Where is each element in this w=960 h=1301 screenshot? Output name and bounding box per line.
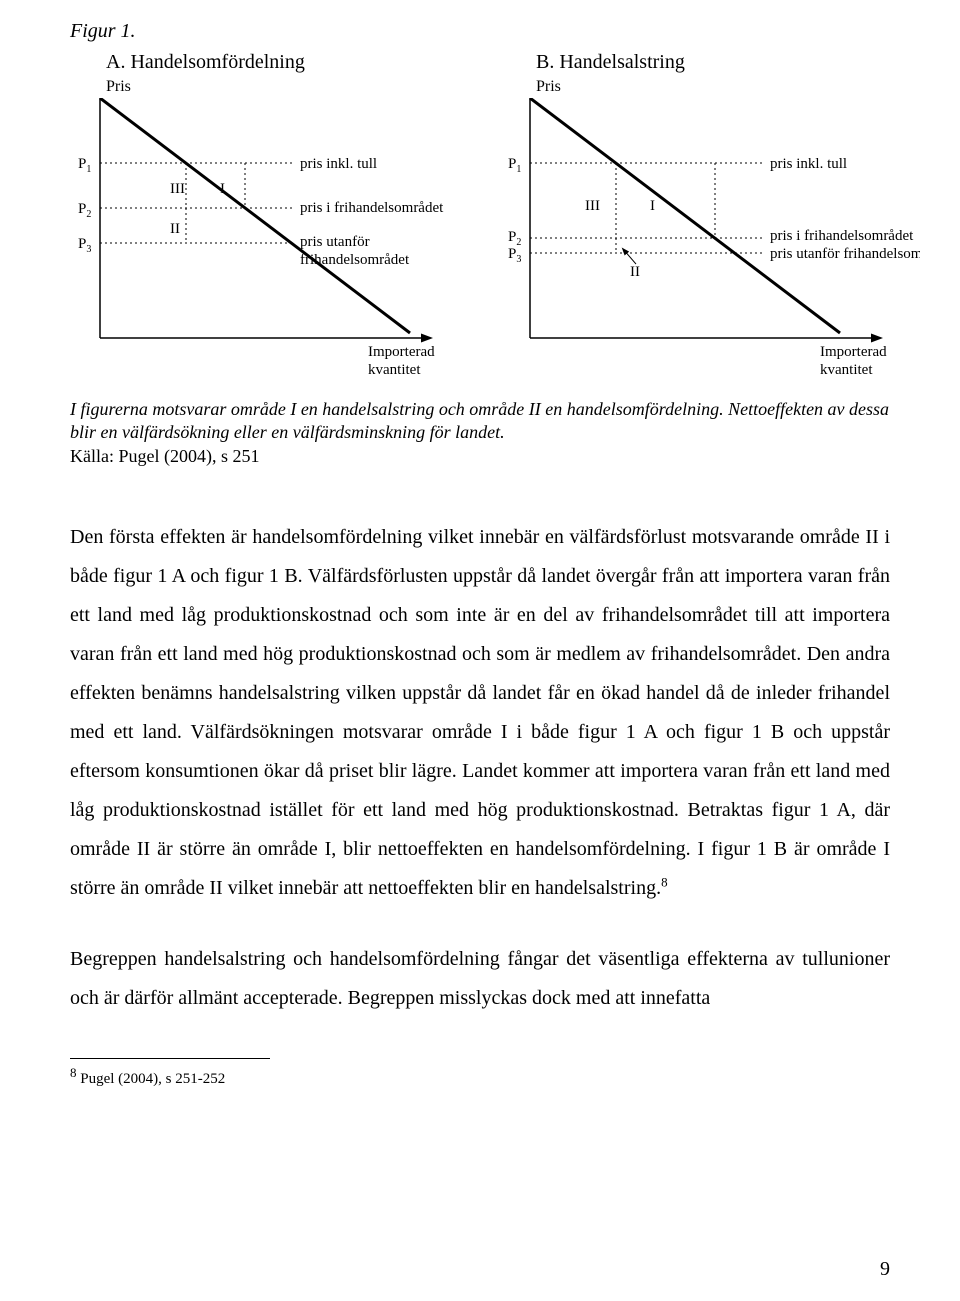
region-ii-arrow (623, 249, 636, 264)
right-p3: pris utanför frihandelsområdet (770, 246, 920, 262)
panel-b-y-label: Pris (536, 78, 900, 96)
p2-label: P2 (78, 201, 91, 220)
panel-b-chart: P1 P2 P3 III I II pris inkl. tull pris i… (500, 98, 920, 378)
region-i: I (650, 198, 655, 214)
right-p2: pris i frihandelsområdet (300, 200, 444, 216)
right-p1: pris inkl. tull (300, 156, 377, 172)
region-ii: II (170, 221, 180, 237)
footnote-text: Pugel (2004), s 251-252 (77, 1071, 226, 1087)
panel-a-chart: P1 P2 P3 III I II pris inkl. tull pris i… (70, 98, 470, 378)
body-para-1: Den första effekten är handelsomfördelni… (70, 518, 890, 908)
panel-b: B. Handelsalstring Pris (500, 51, 900, 378)
figure-panels: A. Handelsomfördelning Pris (70, 51, 890, 378)
x-arr-label-b: kvantitet (820, 362, 873, 378)
body-para-1-text: Den första effekten är handelsomfördelni… (70, 526, 890, 899)
x-arr-label-b: kvantitet (368, 362, 421, 378)
region-iii: III (585, 198, 600, 214)
right-p3a: pris utanför (300, 234, 370, 250)
x-arr-label-a: Importerad (820, 344, 887, 360)
panel-a: A. Handelsomfördelning Pris (70, 51, 470, 378)
region-iii: III (170, 181, 185, 197)
figure-title: Figur 1. (70, 20, 890, 43)
p3-label: P3 (78, 236, 91, 255)
x-arr-label-a: Importerad (368, 344, 435, 360)
right-p3b: frihandelsområdet (300, 252, 410, 268)
panel-a-y-label: Pris (106, 78, 470, 96)
demand-line (530, 98, 840, 333)
figure-caption: I figurerna motsvarar område I en handel… (70, 398, 890, 445)
footnote: 8 Pugel (2004), s 251-252 (70, 1065, 890, 1088)
figure-source: Källa: Pugel (2004), s 251 (70, 445, 890, 468)
panel-a-title: A. Handelsomfördelning (106, 51, 470, 74)
p1-label: P1 (508, 156, 521, 175)
p3-label: P3 (508, 246, 521, 265)
footnote-separator (70, 1058, 270, 1059)
right-p1: pris inkl. tull (770, 156, 847, 172)
body-para-2: Begreppen handelsalstring och handelsomf… (70, 940, 890, 1018)
p1-label: P1 (78, 156, 91, 175)
region-i: I (220, 181, 225, 197)
panel-b-title: B. Handelsalstring (536, 51, 900, 74)
page-number: 9 (880, 1258, 890, 1281)
page: Figur 1. A. Handelsomfördelning Pris (0, 0, 960, 1301)
region-ii: II (630, 264, 640, 280)
footnote-marker-inline: 8 (661, 875, 668, 890)
right-p2: pris i frihandelsområdet (770, 228, 914, 244)
